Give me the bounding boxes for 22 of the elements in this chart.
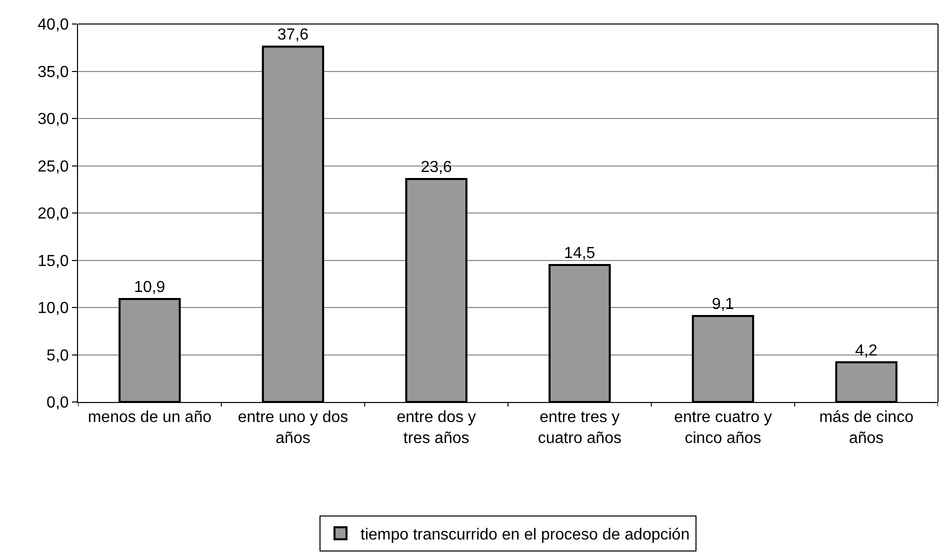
data-label: 10,9 [134,279,166,296]
y-tick-label: 10,0 [38,300,69,318]
x-tick-label: entre tres y cuatro años [538,409,622,447]
y-tick-label: 40,0 [38,16,69,34]
y-tick-label: 30,0 [38,111,69,128]
y-tick-label: 5,0 [46,347,69,364]
y-tick-label: 35,0 [38,64,69,81]
x-tick-label: entre uno y dos años [238,409,348,447]
data-label: 14,5 [564,244,596,262]
data-label: 37,6 [277,26,309,44]
x-tick-label: entre cuatro y cinco años [674,409,772,447]
x-tick-label: menos de un año [88,409,212,426]
y-tick-label: 25,0 [38,158,69,176]
data-label: 4,2 [855,342,878,360]
y-tick-label: 20,0 [38,206,69,223]
y-tick-label: 15,0 [38,252,69,270]
legend-label: tiempo transcurrido en el proceso de adopción [360,526,690,544]
x-tick-label: más de cinco años [819,409,914,447]
x-tick-label: entre dos y tres años [396,409,476,447]
data-label: 23,6 [420,158,452,176]
data-label: 9,1 [712,296,734,314]
y-tick-label: 0,0 [46,394,69,412]
